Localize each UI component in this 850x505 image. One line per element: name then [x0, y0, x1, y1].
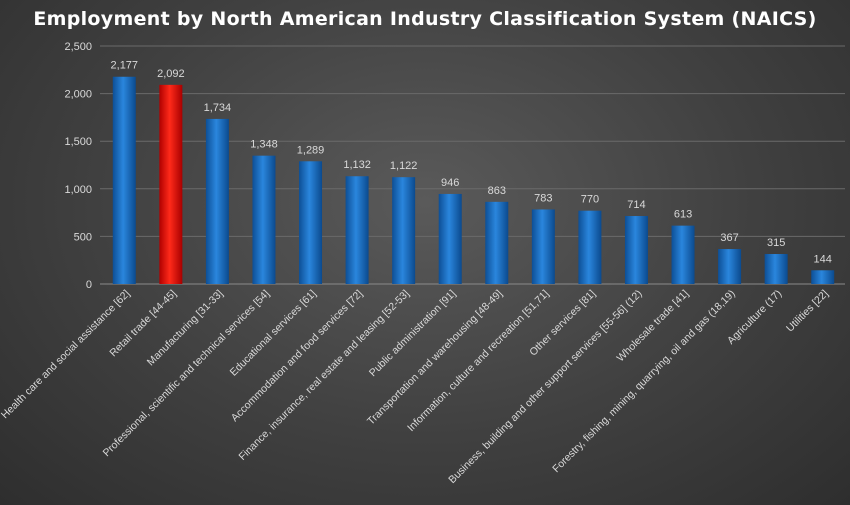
data-label: 946 — [441, 177, 459, 189]
y-tick-label: 500 — [74, 231, 92, 243]
bar — [811, 270, 835, 284]
data-label: 783 — [534, 192, 552, 204]
bar — [438, 193, 462, 284]
category-label: Manufacturing [31-33] — [145, 288, 226, 369]
bars — [112, 76, 835, 284]
data-label: 144 — [814, 253, 832, 265]
bar — [485, 201, 509, 284]
data-label: 1,348 — [250, 139, 278, 151]
bar — [531, 209, 555, 284]
category-label: Finance, insurance, real estate and leas… — [237, 288, 412, 463]
data-label: 714 — [627, 199, 645, 211]
y-tick-label: 2,500 — [64, 41, 92, 53]
bar — [159, 84, 183, 284]
data-label: 1,734 — [204, 102, 232, 114]
data-label: 770 — [581, 194, 599, 206]
bar — [252, 155, 276, 284]
y-tick-label: 0 — [86, 279, 92, 291]
y-tick-label: 1,000 — [64, 184, 92, 196]
y-tick-label: 2,000 — [64, 89, 92, 101]
bar — [578, 210, 602, 284]
bar — [624, 216, 648, 284]
bar — [205, 118, 229, 284]
y-tick-label: 1,500 — [64, 136, 92, 148]
bar — [718, 249, 742, 284]
data-label: 1,289 — [297, 144, 325, 156]
x-axis-category-labels: Health care and social assistance [62]Re… — [0, 288, 831, 486]
data-label: 315 — [767, 237, 785, 249]
bar — [112, 76, 136, 284]
bar — [764, 254, 788, 284]
bar — [299, 161, 323, 284]
bar — [671, 225, 695, 284]
category-label: Utilities [22] — [784, 288, 831, 335]
chart-title: Employment by North American Industry Cl… — [33, 8, 817, 30]
data-label: 613 — [674, 209, 692, 221]
data-label: 2,177 — [111, 60, 139, 72]
data-label: 1,132 — [343, 159, 371, 171]
data-label: 863 — [488, 185, 506, 197]
bar — [392, 177, 416, 284]
data-label: 2,092 — [157, 68, 185, 80]
category-label: Educational services [61] — [228, 288, 319, 379]
data-labels: 2,177 2,092 1,734 1,348 1,289 1,132 1,122 946 86… — [111, 60, 832, 266]
data-label: 1,122 — [390, 160, 418, 172]
category-label: Public administration [91] — [367, 288, 458, 379]
y-axis-tick-labels: 0 500 1,000 1,500 2,000 2,500 — [64, 41, 92, 291]
bar — [345, 176, 369, 284]
data-label: 367 — [720, 232, 738, 244]
category-label: Professional, scientific and technical s… — [101, 288, 273, 460]
